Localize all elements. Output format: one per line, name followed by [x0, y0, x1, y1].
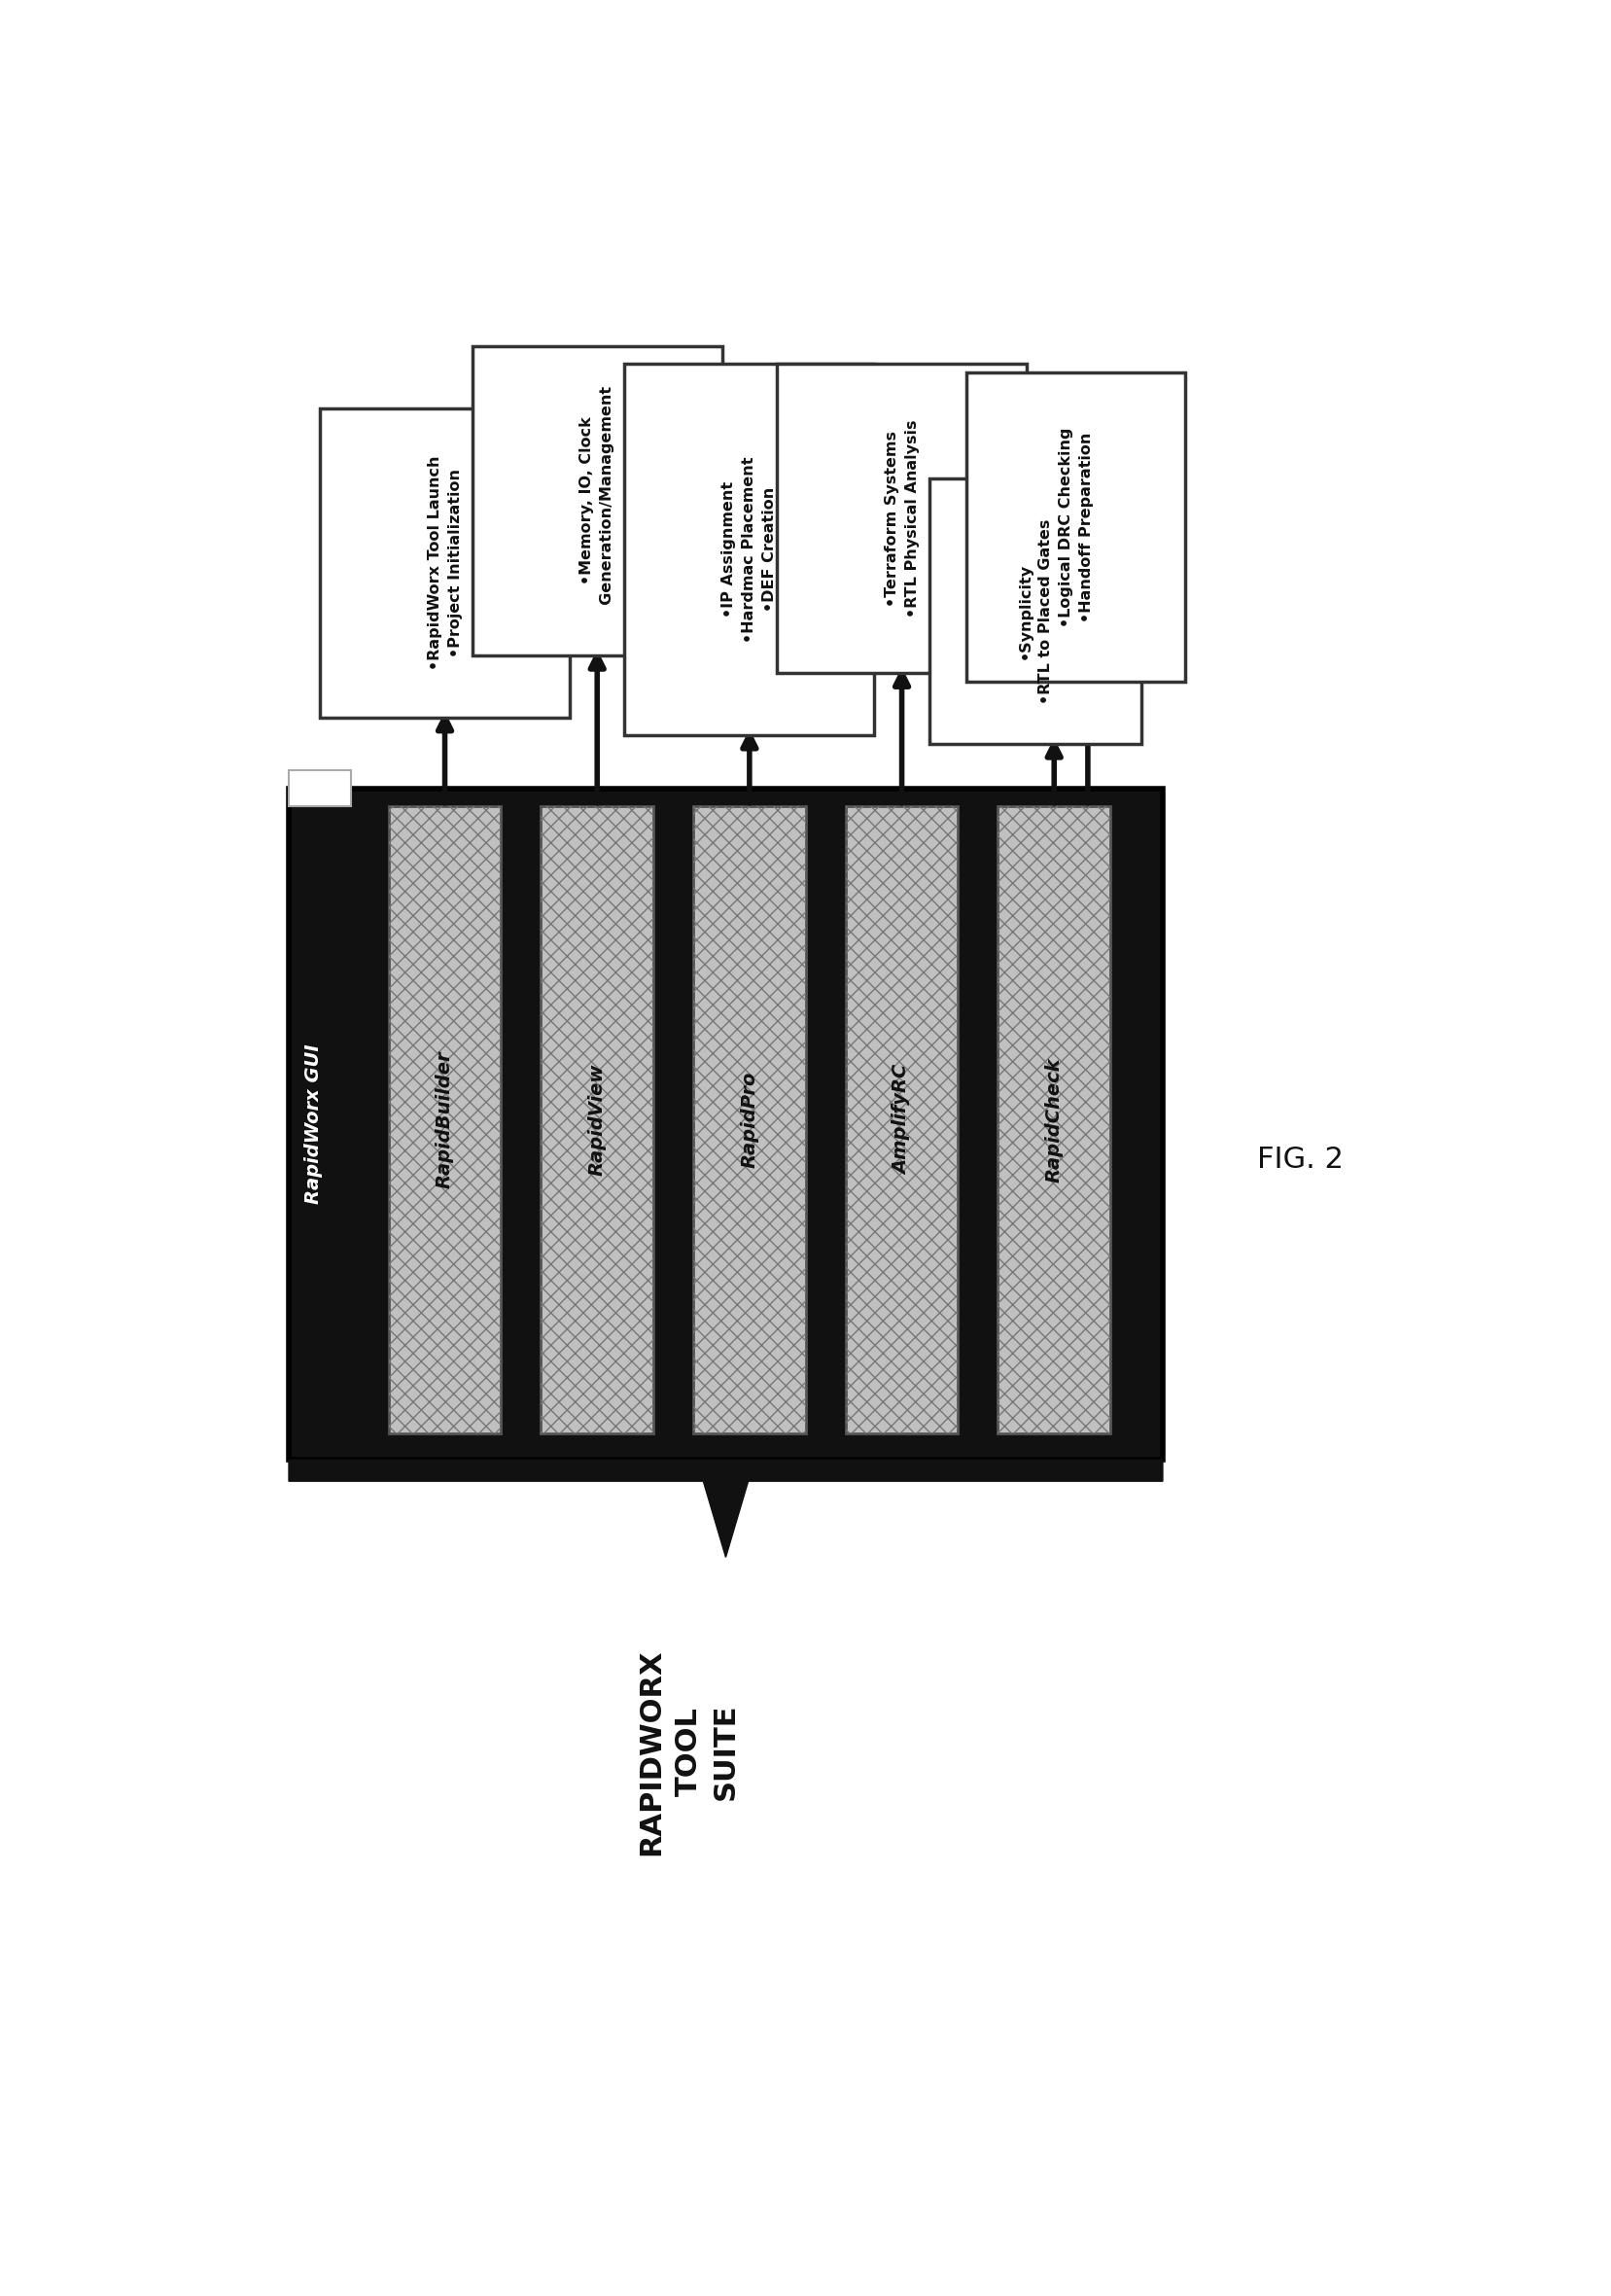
Text: •IP Assignment
•Hardmac Placement
•DEF Creation: •IP Assignment •Hardmac Placement •DEF C… — [722, 457, 777, 643]
FancyBboxPatch shape — [967, 372, 1186, 682]
FancyBboxPatch shape — [693, 806, 806, 1433]
FancyBboxPatch shape — [930, 480, 1142, 744]
Text: AmplifyRC: AmplifyRC — [892, 1065, 912, 1176]
Text: •Memory, IO, Clock
  Generation/Management: •Memory, IO, Clock Generation/Management — [580, 386, 615, 615]
FancyBboxPatch shape — [288, 771, 351, 806]
FancyBboxPatch shape — [625, 365, 875, 735]
FancyBboxPatch shape — [288, 788, 1163, 1460]
Polygon shape — [288, 1460, 1163, 1557]
Text: RapidView: RapidView — [588, 1063, 606, 1176]
Text: RapidPro: RapidPro — [739, 1072, 759, 1169]
Text: •RapidWorx Tool Launch
•Project Initialization: •RapidWorx Tool Launch •Project Initiali… — [427, 455, 462, 670]
FancyBboxPatch shape — [541, 806, 654, 1433]
Text: •Synplicity
•RTL to Placed Gates: •Synplicity •RTL to Placed Gates — [1018, 519, 1054, 705]
Text: RAPIDWORX
TOOL
SUITE: RAPIDWORX TOOL SUITE — [636, 1649, 739, 1855]
Text: RapidWorx GUI: RapidWorx GUI — [304, 1045, 322, 1203]
FancyBboxPatch shape — [846, 806, 959, 1433]
FancyBboxPatch shape — [997, 806, 1110, 1433]
FancyBboxPatch shape — [321, 409, 570, 716]
FancyBboxPatch shape — [472, 347, 722, 657]
FancyBboxPatch shape — [388, 806, 501, 1433]
FancyBboxPatch shape — [777, 363, 1026, 673]
Text: •Terraform Systems
•RTL Physical Analysis: •Terraform Systems •RTL Physical Analysi… — [884, 420, 920, 618]
Text: RapidBuilder: RapidBuilder — [435, 1052, 454, 1189]
Text: FIG. 2: FIG. 2 — [1257, 1146, 1344, 1173]
Text: RapidCheck: RapidCheck — [1046, 1056, 1063, 1182]
Text: •Logical DRC Checking
•Handoff Preparation: •Logical DRC Checking •Handoff Preparati… — [1058, 427, 1094, 627]
